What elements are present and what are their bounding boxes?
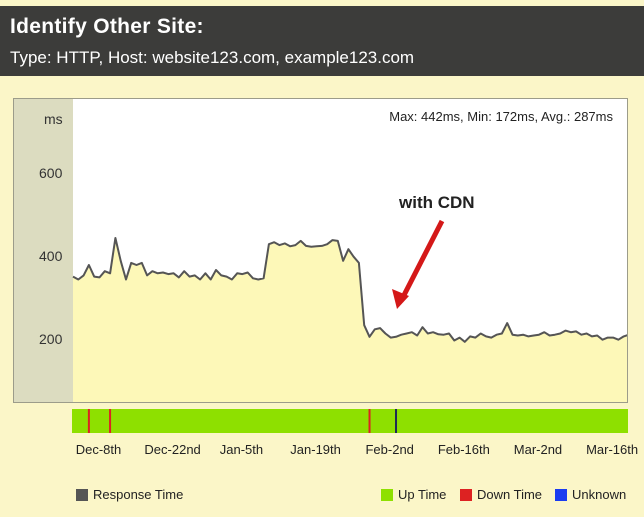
- status-up-segment: [72, 409, 628, 433]
- status-timeline-svg: [72, 409, 628, 433]
- x-tick-label: Mar-2nd: [513, 442, 563, 457]
- x-tick-label: Feb-2nd: [365, 442, 414, 457]
- x-tick-label: Feb-16th: [437, 442, 490, 457]
- status-timeline-bar: [72, 409, 628, 433]
- y-tick-label: 200: [39, 330, 63, 347]
- response-time-chart: Max: 442ms, Min: 172ms, Avg.: 287ms with…: [13, 98, 628, 403]
- chart-plot: [14, 99, 627, 402]
- page-subtitle: Type: HTTP, Host: website123.com, exampl…: [10, 48, 415, 67]
- status-unknown-marker: [395, 409, 398, 433]
- y-tick-label: 400: [39, 247, 63, 264]
- legend-swatch-up-time: [381, 488, 393, 501]
- legend-item-up-time: Up Time: [381, 487, 446, 502]
- page-title: Identify Other Site:: [10, 15, 204, 38]
- chart-stats: Max: 442ms, Min: 172ms, Avg.: 287ms: [389, 109, 613, 124]
- x-tick-label: Jan-19th: [290, 442, 341, 457]
- cdn-annotation-label: with CDN: [399, 193, 475, 212]
- y-tick-label: 600: [39, 164, 63, 181]
- y-axis-band: [14, 99, 73, 402]
- response-time-area: [73, 238, 627, 402]
- status-down-marker: [87, 409, 90, 433]
- legend-label-up-time: Up Time: [398, 487, 447, 502]
- legend-item-unknown: Unknown: [555, 487, 626, 502]
- cdn-arrow-head: [392, 289, 409, 309]
- status-down-marker: [368, 409, 371, 433]
- legend-label-response-time: Response Time: [93, 487, 184, 502]
- legend-swatch-response-time: [76, 488, 88, 501]
- status-down-marker: [109, 409, 112, 433]
- legend-label-unknown: Unknown: [572, 487, 627, 502]
- cdn-arrow-shaft: [398, 219, 445, 303]
- x-tick-label: Dec-8th: [75, 442, 122, 457]
- x-tick-label: Mar-16th: [586, 442, 639, 457]
- legend-item-response-time: Response Time: [76, 487, 183, 502]
- legend-swatch-down-time: [460, 488, 472, 501]
- legend-swatch-unknown: [555, 488, 567, 501]
- y-axis-unit-label: ms: [44, 111, 63, 127]
- x-axis-labels: Dec-8th Dec-22nd Jan-5th Jan-19th Feb-2nd Feb…: [0, 442, 644, 462]
- x-tick-label: Jan-5th: [219, 442, 264, 457]
- x-tick-label: Dec-22nd: [144, 442, 201, 457]
- legend-item-down-time: Down Time: [460, 487, 542, 502]
- header-bar: Identify Other Site: Type: HTTP, Host: w…: [0, 6, 644, 76]
- response-time-line: [72, 237, 627, 343]
- legend-label-down-time: Down Time: [477, 487, 543, 502]
